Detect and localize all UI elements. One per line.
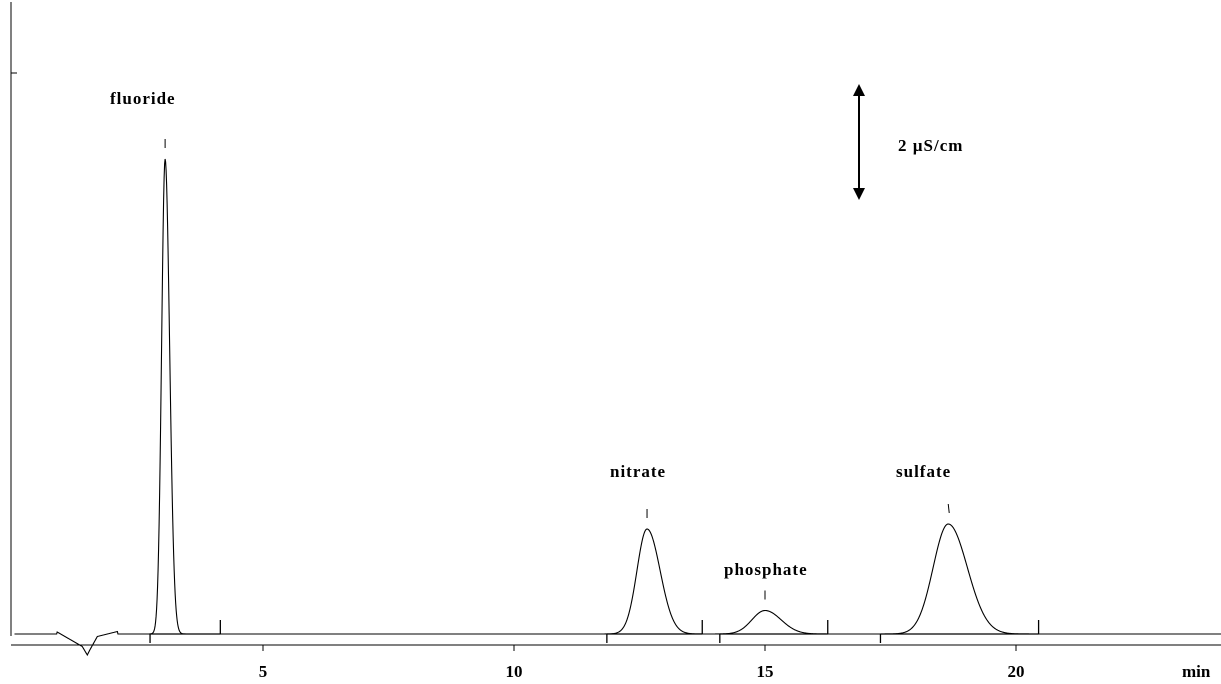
- peak-label-phosphate: phosphate: [724, 560, 808, 579]
- scale-bar: 2 µS/cm: [853, 84, 963, 200]
- x-axis-unit: min: [1182, 662, 1211, 681]
- peak-label-fluoride: fluoride: [110, 89, 176, 108]
- x-tick-label-20: 20: [1008, 662, 1025, 681]
- peak-label-sulfate: sulfate: [896, 462, 951, 481]
- peak-apex-marker-sulfate: [947, 503, 950, 514]
- x-tick-label-5: 5: [259, 662, 268, 681]
- chromatogram-trace: [14, 158, 1221, 657]
- scale-bar-arrow-up: [853, 84, 865, 96]
- x-tick-label-10: 10: [506, 662, 523, 681]
- scale-bar-arrow-down: [853, 188, 865, 200]
- peak-label-nitrate: nitrate: [610, 462, 666, 481]
- x-tick-label-15: 15: [757, 662, 774, 681]
- scale-bar-label: 2 µS/cm: [898, 136, 963, 155]
